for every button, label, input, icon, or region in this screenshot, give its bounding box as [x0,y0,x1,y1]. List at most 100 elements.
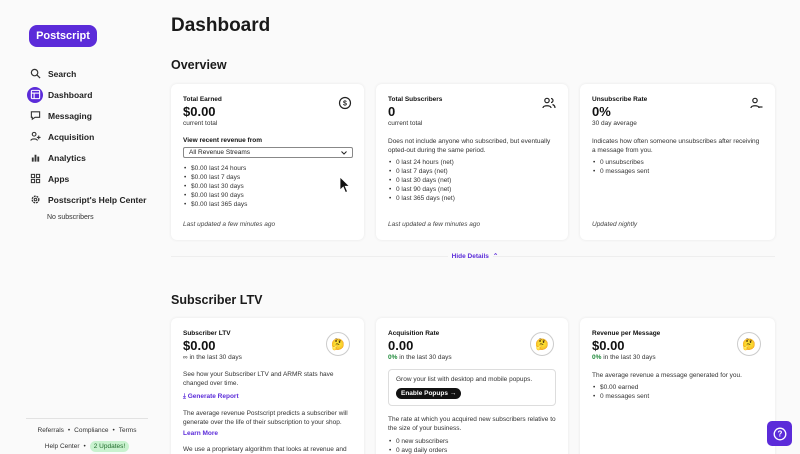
page-title: Dashboard [171,15,271,36]
thinking-face-icon: 🤔 [737,332,761,356]
sidebar-item-label: Messaging [48,110,92,121]
learn-more-link[interactable]: Learn More [183,430,219,437]
sidebar-item-apps[interactable]: Apps [26,168,148,189]
list-item: 0 last 7 days (net) [388,167,556,176]
sidebar-item-label: Analytics [48,152,86,163]
change-value: 0% [388,354,398,361]
search-icon [27,66,43,82]
card-description: Does not include anyone who subscribed, … [388,138,551,154]
list-item: 0 new subscribers [388,437,556,446]
list-item: $0.00 last 24 hours [183,164,352,173]
select-value: All Revenue Streams [189,149,251,156]
revenue-select-label: View recent revenue from [183,137,262,144]
help-icon: ? [773,427,786,440]
help-center-link[interactable]: Help Center [44,442,80,450]
thinking-face-icon: 🤔 [326,332,350,356]
sidebar-item-search[interactable]: Search [26,63,148,84]
card-sub: 0% in the last 30 days [592,354,763,361]
list-item: 0 last 24 hours (net) [388,158,556,167]
subscriber-ltv-title: Subscriber LTV [171,293,263,307]
card-sub: current total [183,120,218,127]
list-item: 0 last 365 days (net) [388,194,556,203]
mouse-cursor-icon [339,176,351,194]
sidebar: Postscript Search Dashboard Messaging Ac… [0,0,148,454]
gear-icon [27,192,43,208]
referrals-link[interactable]: Referrals [37,426,64,434]
sidebar-nav: Search Dashboard Messaging Acquisition A… [26,63,148,221]
list-item: 0 last 90 days (net) [388,185,556,194]
sidebar-item-label: Search [48,68,77,79]
card-description: See how your Subscriber LTV and ARMR sta… [183,371,334,387]
chat-icon [27,108,43,124]
list-item: 0 messages sent [592,167,763,176]
thinking-face-icon: 🤔 [530,332,554,356]
card-sub: ∞ in the last 30 days [183,354,242,361]
svg-text:$: $ [343,101,347,108]
generate-report-button[interactable]: ⤓ Generate Report [183,393,352,401]
subscriber-ltv-card: Subscriber LTV $0.00 ∞ in the last 30 da… [171,318,364,454]
card-label: Acquisition Rate [388,330,440,337]
help-chat-button[interactable]: ? [767,421,792,446]
updated-text: Last updated a few minutes ago [388,221,481,228]
sidebar-item-acquisition[interactable]: Acquisition [26,126,148,147]
updated-text: Updated nightly [592,221,638,228]
sidebar-item-label: Postscript's Help Center [48,194,147,205]
card-description-3: We use a proprietary algorithm that look… [183,446,347,453]
grid-icon [27,171,43,187]
card-description: The average revenue a message generated … [592,372,742,379]
card-value: 0.00 [388,338,414,353]
list-item: 0 messages sent [592,392,763,401]
list-item: $0.00 last 7 days [183,173,352,182]
chevron-up-icon: ⌃ [492,253,499,260]
generate-report-label: Generate Report [187,393,239,400]
card-label: Total Earned [183,96,222,103]
unsubscribe-rate-card: Unsubscribe Rate 0% 30 day average Indic… [580,84,775,240]
updates-badge[interactable]: 2 Updates! [89,440,130,452]
revenue-per-message-list: $0.00 earned 0 messages sent [592,383,763,401]
list-item: 0 last 30 days (net) [388,176,556,185]
card-sub: 0% in the last 30 days [388,354,556,361]
enable-popups-label: Enable Popups [401,390,448,397]
sidebar-item-analytics[interactable]: Analytics [26,147,148,168]
change-period: in the last 30 days [399,354,452,361]
card-value: 0% [592,104,611,119]
sidebar-item-dashboard[interactable]: Dashboard [26,84,148,105]
unsubscribe-list: 0 unsubscribes 0 messages sent [592,158,763,176]
overview-title: Overview [171,58,227,72]
hide-details-label: Hide Details [447,253,493,260]
total-subscribers-card: Total Subscribers 0 current total Does n… [376,84,568,240]
acquisition-list: 0 new subscribers 0 avg daily orders [388,437,556,454]
user-plus-icon [27,129,43,145]
download-icon: ⤓ [183,393,188,400]
no-subscribers-text: No subscribers [47,214,94,221]
compliance-link[interactable]: Compliance [74,426,109,434]
card-value: $0.00 [183,104,216,119]
terms-link[interactable]: Terms [118,426,137,434]
acquisition-rate-card: Acquisition Rate 0.00 0% in the last 30 … [376,318,568,454]
list-item: 0 avg daily orders [388,446,556,454]
dashboard-icon [27,86,43,103]
users-icon [542,97,556,109]
sidebar-item-label: Dashboard [48,89,93,100]
sidebar-item-help-center[interactable]: Postscript's Help Center [26,189,148,210]
postscript-logo[interactable]: Postscript [29,25,97,47]
main-content: Dashboard Overview Total Earned $0.00 cu… [148,0,800,454]
bar-chart-icon [27,150,43,166]
popup-promo-text: Grow your list with desktop and mobile p… [396,376,533,383]
card-value: $0.00 [183,338,216,353]
card-label: Subscriber LTV [183,330,231,337]
card-label: Revenue per Message [592,330,661,337]
sidebar-item-messaging[interactable]: Messaging [26,105,148,126]
card-description: The rate at which you acquired new subsc… [388,416,556,432]
enable-popups-button[interactable]: Enable Popups → [396,388,462,399]
hide-details-button[interactable]: Hide Details ⌃ [171,252,775,260]
change-period: in the last 30 days [603,354,656,361]
list-item: $0.00 last 30 days [183,182,352,191]
sidebar-item-label: Acquisition [48,131,95,142]
svg-text:?: ? [777,429,782,438]
user-minus-icon [750,97,763,109]
list-item: $0.00 last 90 days [183,191,352,200]
card-label: Total Subscribers [388,96,443,103]
revenue-stream-select[interactable]: All Revenue Streams [183,147,353,158]
updated-text: Last updated a few minutes ago [183,221,276,228]
